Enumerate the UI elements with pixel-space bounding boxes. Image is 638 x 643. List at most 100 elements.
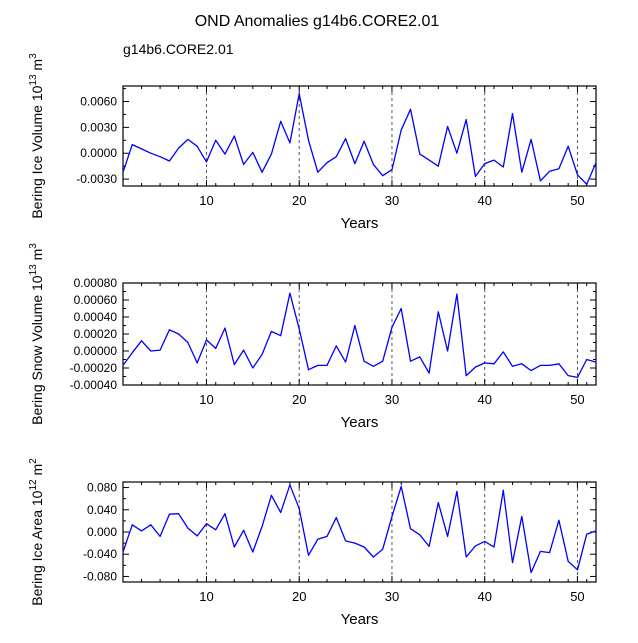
- data-point: [131, 144, 133, 146]
- data-point: [576, 376, 578, 378]
- data-point: [428, 372, 430, 374]
- data-point: [363, 140, 365, 142]
- data-point: [493, 159, 495, 161]
- data-point: [465, 556, 467, 558]
- data-point: [502, 489, 504, 491]
- data-point: [224, 327, 226, 329]
- x-tick-label: 30: [385, 392, 399, 407]
- data-point: [484, 362, 486, 364]
- data-point: [363, 546, 365, 548]
- x-tick-label: 20: [292, 193, 306, 208]
- data-point: [261, 171, 263, 173]
- data-point: [549, 364, 551, 366]
- data-point: [215, 529, 217, 531]
- data-point: [261, 525, 263, 527]
- panel-1: 10 20 30 40 50 -0.0030 0.0000 0.0030 0.0060 Years…: [28, 53, 597, 232]
- data-point: [141, 340, 143, 342]
- data-point: [298, 93, 300, 95]
- plot-frame: [122, 481, 597, 583]
- x-tick-label: 40: [477, 589, 491, 604]
- data-point: [567, 375, 569, 377]
- data-point: [215, 347, 217, 349]
- y-tick-label: 0.00060: [74, 293, 118, 307]
- data-point: [595, 530, 597, 532]
- data-point: [382, 548, 384, 550]
- data-point: [437, 165, 439, 167]
- data-point: [196, 362, 198, 364]
- data-point: [595, 361, 597, 363]
- y-tick-label: 0.00080: [74, 276, 118, 290]
- data-point: [317, 171, 319, 173]
- x-tick-label: 30: [385, 589, 399, 604]
- data-point: [465, 375, 467, 377]
- data-point: [178, 147, 180, 149]
- data-point: [168, 160, 170, 162]
- data-point: [512, 365, 514, 367]
- data-point: [168, 329, 170, 331]
- data-point: [205, 523, 207, 525]
- x-tick-label: 40: [477, 193, 491, 208]
- data-point: [298, 328, 300, 330]
- data-point: [502, 166, 504, 168]
- data-point: [549, 170, 551, 172]
- data-point: [530, 370, 532, 372]
- y-tick-label: 0.040: [87, 503, 117, 517]
- panel-3: 10 20 30 40 50 -0.080 -0.040 0.000 0.040 0.080 Yea…: [28, 458, 597, 628]
- data-point: [243, 529, 245, 531]
- x-tick-label: 30: [385, 193, 399, 208]
- data-point: [150, 524, 152, 526]
- data-point: [400, 129, 402, 131]
- data-point: [122, 364, 124, 366]
- y-tick-label: -0.00040: [70, 378, 118, 392]
- data-point: [428, 545, 430, 547]
- data-point: [270, 494, 272, 496]
- data-point: [474, 366, 476, 368]
- data-point: [224, 513, 226, 515]
- x-axis-label: Years: [341, 414, 379, 431]
- y-tick-label: -0.080: [83, 569, 117, 583]
- data-point: [326, 162, 328, 164]
- data-point: [196, 145, 198, 147]
- data-point: [419, 534, 421, 536]
- data-point: [484, 163, 486, 165]
- data-point: [456, 293, 458, 295]
- data-point: [307, 139, 309, 141]
- data-point: [502, 351, 504, 353]
- data-point: [410, 528, 412, 530]
- data-point: [512, 562, 514, 564]
- plot-frame: [122, 282, 597, 386]
- data-point: [576, 569, 578, 571]
- data-point: [437, 311, 439, 313]
- data-point: [372, 556, 374, 558]
- series-line: [122, 484, 597, 574]
- panel-2: 10 20 30 40 50 -0.00040 -0.00020 0.00000 0.00020…: [28, 243, 597, 431]
- data-point: [215, 139, 217, 141]
- data-point: [317, 538, 319, 540]
- data-point: [521, 363, 523, 365]
- data-point: [410, 360, 412, 362]
- data-point: [391, 169, 393, 171]
- data-point: [354, 163, 356, 165]
- data-point: [243, 163, 245, 165]
- data-point: [354, 325, 356, 326]
- data-point: [326, 364, 328, 366]
- data-point: [289, 142, 291, 144]
- x-tick-label: 50: [570, 589, 584, 604]
- x-tick-label: 20: [292, 392, 306, 407]
- y-tick-label: 0.0060: [80, 95, 117, 109]
- data-point: [521, 515, 523, 517]
- data-point: [372, 365, 374, 367]
- data-point: [345, 540, 347, 542]
- data-point: [437, 502, 439, 504]
- y-tick-label: 0.0030: [80, 120, 117, 134]
- data-point: [159, 349, 161, 351]
- data-point: [484, 540, 486, 542]
- data-point: [196, 535, 198, 537]
- data-point: [131, 524, 133, 526]
- data-point: [141, 148, 143, 150]
- data-point: [493, 546, 495, 548]
- y-tick-label: 0.00000: [74, 344, 118, 358]
- data-point: [307, 369, 309, 371]
